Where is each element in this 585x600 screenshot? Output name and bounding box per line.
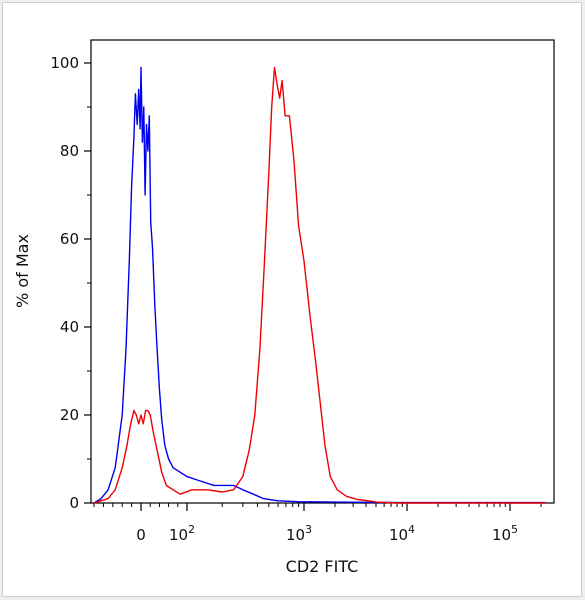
y-tick-label: 40 xyxy=(60,318,79,336)
y-tick-label: 100 xyxy=(50,54,79,72)
x-tick-label: 103 xyxy=(286,523,312,544)
y-tick-label: 80 xyxy=(60,142,79,160)
series-line-1 xyxy=(93,66,546,504)
x-tick-label: 105 xyxy=(492,523,518,544)
x-minor-ticks xyxy=(93,503,542,507)
series-line-2 xyxy=(93,66,546,504)
y-tick-label: 20 xyxy=(60,406,79,424)
y-tick-label: 60 xyxy=(60,230,79,248)
y-tick-label: 0 xyxy=(69,494,79,512)
series-layer xyxy=(93,66,546,504)
x-tick-label: 104 xyxy=(389,523,415,544)
y-axis: 0 20 40 60 80 100 xyxy=(50,54,91,512)
x-tick-label: 102 xyxy=(169,523,195,544)
x-axis-label: CD2 FITC xyxy=(286,557,359,576)
x-tick-label: 0 xyxy=(136,526,146,544)
y-axis-label: % of Max xyxy=(13,234,32,308)
plot-area xyxy=(90,39,555,504)
x-axis: 0 102 103 104 105 xyxy=(136,503,518,544)
